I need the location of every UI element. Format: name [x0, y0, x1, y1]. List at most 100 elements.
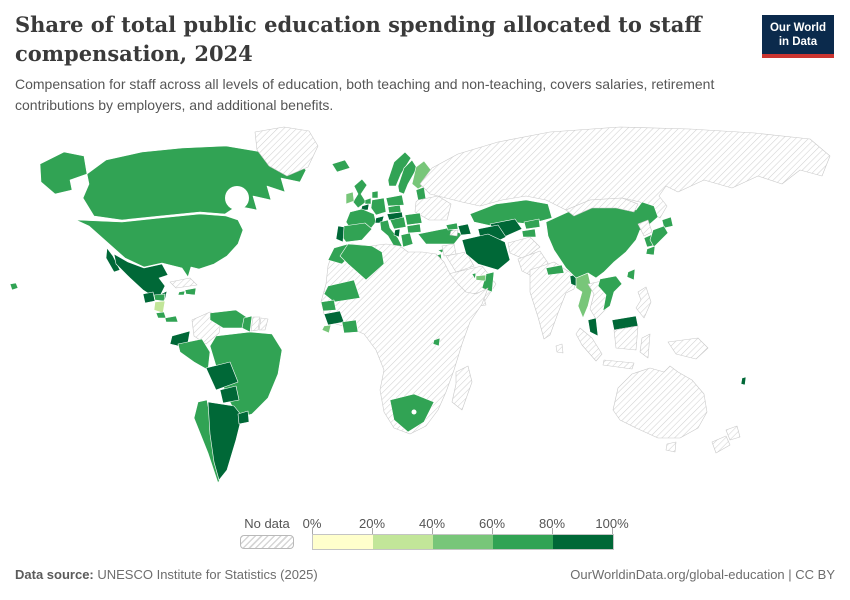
legend-bin-0-20%[interactable] [313, 535, 373, 549]
country-russia[interactable] [419, 126, 831, 219]
country-indonesia-java[interactable] [602, 359, 635, 370]
country-australia-tasmania[interactable] [665, 441, 677, 453]
legend-tick-label: 100% [595, 516, 629, 531]
country-jamaica[interactable] [177, 290, 186, 296]
country-indonesia-kalimantan[interactable] [613, 325, 639, 351]
country-netherlands[interactable] [364, 197, 372, 205]
country-japan-honshu[interactable] [649, 225, 669, 248]
country-bolivia[interactable] [205, 361, 239, 391]
country-india[interactable] [529, 261, 577, 340]
hudson-bay [225, 186, 249, 210]
country-indonesia-sulawesi[interactable] [639, 333, 651, 359]
country-spain[interactable] [339, 222, 373, 243]
country-kazakhstan[interactable] [469, 199, 553, 227]
country-tajikistan[interactable] [521, 228, 537, 238]
country-sweden[interactable] [397, 159, 418, 195]
country-usa-alaska[interactable] [39, 151, 88, 195]
datasource-line[interactable]: Data source: UNESCO Institute for Statis… [15, 567, 318, 582]
legend-tick-label: 60% [478, 516, 506, 531]
country-new-zealand-north[interactable] [725, 425, 741, 441]
country-nepal[interactable] [545, 264, 565, 276]
region-new-guinea[interactable] [667, 337, 709, 360]
country-azerbaijan[interactable] [457, 223, 472, 236]
country-china[interactable] [545, 201, 659, 279]
country-dominican-republic[interactable] [184, 287, 197, 296]
country-algeria[interactable] [339, 243, 385, 281]
country-cuba[interactable] [169, 277, 198, 289]
country-australia[interactable] [612, 365, 708, 439]
credit-link[interactable]: OurWorldinData.org/global-education | CC… [570, 567, 835, 582]
datasource-value: UNESCO Institute for Statistics (2025) [93, 567, 318, 582]
country-greece[interactable] [400, 232, 414, 248]
country-germany[interactable] [370, 197, 387, 216]
country-peru[interactable] [177, 338, 211, 371]
country-north-korea[interactable] [637, 219, 653, 237]
country-poland[interactable] [385, 194, 405, 207]
country-sri-lanka[interactable] [555, 343, 564, 354]
legend-bin-80-100%[interactable] [553, 535, 613, 549]
country-usa-hawaii[interactable] [10, 282, 19, 291]
country-philippines[interactable] [635, 286, 652, 319]
country-mexico-baja[interactable] [105, 247, 121, 273]
region-rwanda-burundi[interactable] [432, 337, 441, 347]
country-japan-hokkaido[interactable] [661, 216, 674, 229]
legend-no-data-swatch[interactable] [240, 535, 294, 549]
country-qatar[interactable] [471, 272, 477, 280]
country-greenland[interactable] [254, 126, 319, 177]
country-panama[interactable] [164, 315, 179, 323]
country-french-guiana[interactable] [258, 317, 269, 331]
country-costa-rica[interactable] [155, 311, 167, 319]
country-usa[interactable] [75, 213, 244, 278]
country-new-zealand-south[interactable] [711, 435, 731, 454]
country-senegal[interactable] [320, 299, 337, 312]
legend-tick-mark [372, 528, 373, 535]
country-japan-kyushu[interactable] [645, 245, 656, 256]
country-madagascar[interactable] [451, 365, 473, 411]
country-mauritania[interactable] [323, 279, 361, 303]
country-vietnam[interactable] [597, 275, 623, 312]
country-italy[interactable] [379, 219, 403, 249]
country-suriname[interactable] [250, 316, 261, 332]
legend-tick-mark [432, 528, 433, 535]
country-cote-divoire[interactable] [341, 319, 359, 334]
country-myanmar[interactable] [575, 272, 593, 319]
country-taiwan[interactable] [626, 268, 636, 281]
country-kyrgyzstan[interactable] [523, 218, 541, 230]
country-iraq[interactable] [445, 251, 475, 273]
country-belgium[interactable] [360, 203, 370, 211]
country-bulgaria[interactable] [406, 223, 422, 234]
country-nicaragua[interactable] [153, 300, 166, 314]
country-armenia[interactable] [449, 229, 459, 237]
country-ireland[interactable] [345, 191, 355, 205]
country-iran[interactable] [461, 233, 511, 271]
country-sierra-leone[interactable] [321, 324, 332, 334]
country-uruguay[interactable] [237, 410, 250, 425]
region-belarus-ukraine[interactable] [414, 195, 452, 221]
country-argentina[interactable] [207, 401, 243, 481]
region-hungary-balkans[interactable] [389, 216, 407, 230]
country-albania[interactable] [393, 228, 401, 238]
country-mexico[interactable] [113, 253, 169, 301]
country-portugal[interactable] [335, 225, 345, 243]
country-denmark[interactable] [371, 190, 379, 199]
country-afghanistan[interactable] [507, 236, 541, 260]
legend-no-data: No data [240, 516, 294, 549]
country-iceland[interactable] [331, 159, 351, 173]
country-indonesia-sumatra[interactable] [575, 327, 603, 362]
country-paraguay[interactable] [219, 385, 240, 404]
country-uae[interactable] [475, 274, 487, 282]
country-czechia[interactable] [387, 204, 402, 214]
country-oman[interactable] [481, 271, 495, 293]
country-georgia[interactable] [445, 222, 459, 231]
country-romania[interactable] [404, 212, 423, 226]
country-honduras[interactable] [153, 293, 166, 302]
country-vanuatu[interactable] [740, 376, 747, 386]
country-guatemala[interactable] [142, 291, 156, 304]
legend-bin-60-80%[interactable] [493, 535, 553, 549]
legend-bin-20-40%[interactable] [373, 535, 433, 549]
country-canada[interactable] [82, 145, 307, 221]
legend-bin-40-60%[interactable] [433, 535, 493, 549]
country-malaysia-peninsula[interactable] [587, 317, 599, 337]
country-mongolia[interactable] [565, 197, 639, 217]
owid-logo[interactable]: Our World in Data [761, 15, 834, 58]
